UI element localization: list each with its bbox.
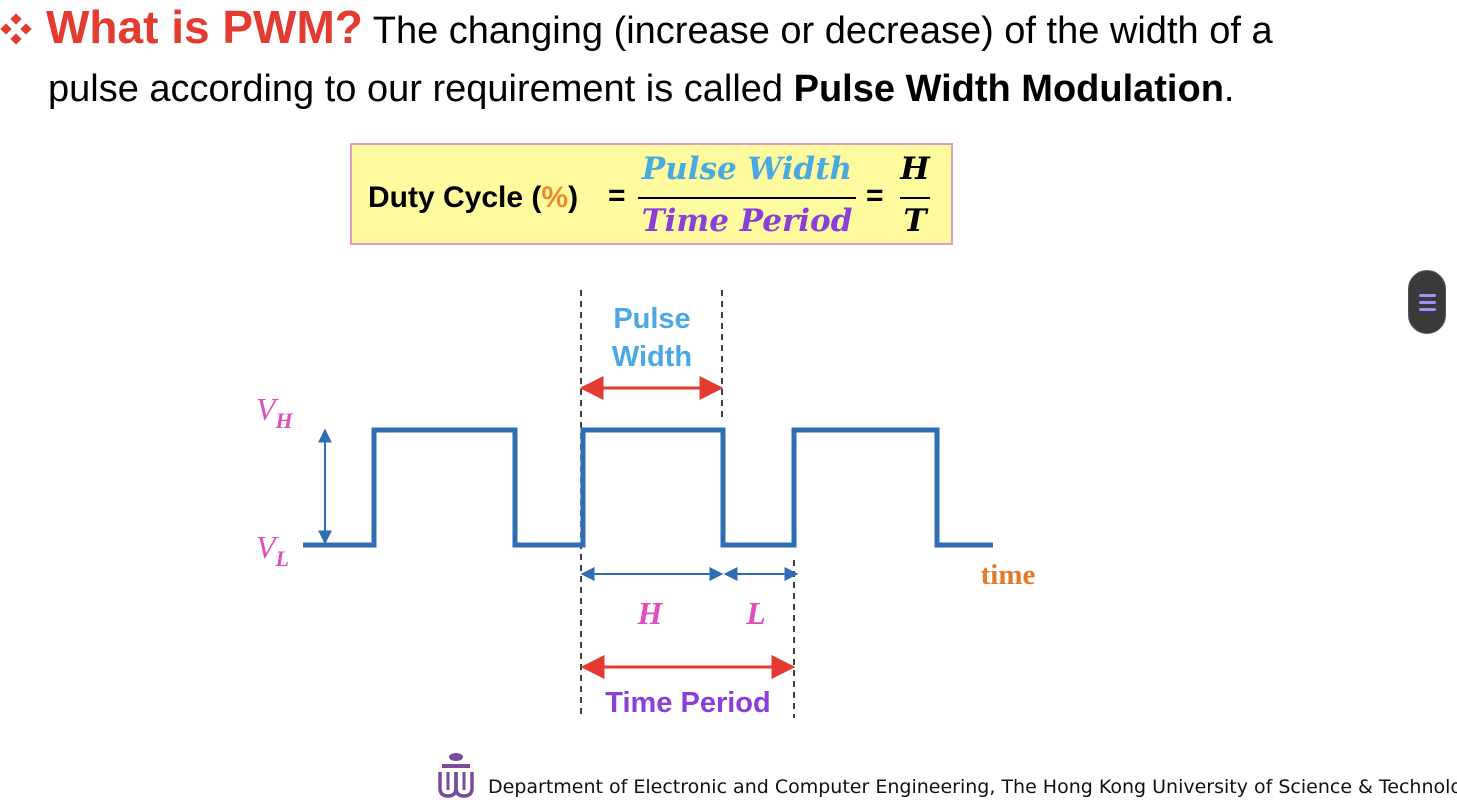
- pulse-width-label-line-2: Width: [612, 341, 692, 373]
- heading-line1-text: The changing (increase or decrease) of t…: [362, 10, 1273, 52]
- fraction-bar-1: [638, 197, 856, 199]
- pwm-waveform-line: [303, 427, 993, 548]
- formula-denominator: Time Period: [641, 203, 853, 239]
- formula-numerator-h: H: [900, 151, 930, 187]
- hkust-logo-icon: [438, 753, 474, 798]
- duty-cycle-percent: %: [541, 181, 569, 214]
- duty-cycle-label: Duty Cycle (%): [368, 181, 578, 215]
- heading-line2-suffix: .: [1223, 68, 1235, 110]
- duty-cycle-label-prefix: Duty Cycle (: [368, 181, 542, 214]
- fraction-bar-2: [900, 197, 930, 199]
- h-label: H: [637, 595, 664, 631]
- vh-label: VH: [256, 391, 294, 433]
- equals-sign-1: =: [608, 179, 626, 212]
- equals-sign-2: =: [866, 179, 884, 212]
- duty-cycle-label-suffix: ): [568, 181, 579, 214]
- heading-line2-prefix: pulse according to our requirement is ca…: [48, 68, 794, 110]
- time-period-label: Time Period: [605, 687, 770, 719]
- formula-denominator-t: T: [903, 203, 927, 239]
- footer-department-text: Department of Electronic and Computer En…: [488, 776, 1457, 798]
- time-axis-label: time: [981, 559, 1036, 591]
- hamburger-menu-icon[interactable]: [1408, 270, 1446, 334]
- vl-label: VL: [256, 529, 289, 571]
- l-label: L: [745, 595, 766, 631]
- heading-line2-bold: Pulse Width Modulation: [793, 68, 1224, 110]
- heading-title: What is PWM?: [46, 1, 363, 53]
- duty-cycle-formula-box: Duty Cycle (%) = Pulse Width Time Period…: [350, 143, 953, 245]
- formula-numerator: Pulse Width: [641, 151, 853, 187]
- heading-line-2: pulse according to our requirement is ca…: [48, 64, 1234, 114]
- pulse-width-label-line-1: Pulse: [613, 303, 690, 335]
- heading-line-1: What is PWM? The changing (increase or d…: [0, 2, 1273, 56]
